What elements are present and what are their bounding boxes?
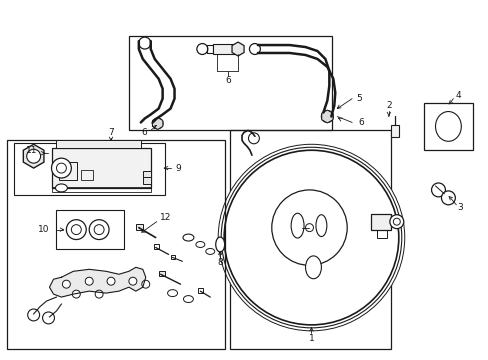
Circle shape	[152, 118, 163, 129]
Circle shape	[224, 150, 398, 325]
Bar	[170, 255, 174, 260]
Circle shape	[218, 144, 404, 331]
Bar	[51, 187, 150, 192]
Circle shape	[28, 309, 40, 321]
Bar	[230, 130, 390, 349]
Ellipse shape	[183, 296, 193, 302]
Circle shape	[221, 147, 401, 328]
Circle shape	[441, 191, 454, 205]
Ellipse shape	[315, 215, 326, 237]
Ellipse shape	[55, 184, 67, 192]
Circle shape	[42, 312, 54, 324]
Text: 1: 1	[308, 334, 314, 343]
Polygon shape	[152, 117, 163, 129]
Text: 9: 9	[175, 163, 181, 172]
Ellipse shape	[196, 242, 204, 247]
Circle shape	[94, 225, 104, 235]
Polygon shape	[232, 42, 244, 56]
Circle shape	[197, 44, 207, 54]
Bar	[423, 103, 472, 150]
Text: 6: 6	[141, 128, 146, 137]
Polygon shape	[49, 267, 145, 297]
Bar	[56, 210, 123, 249]
Bar	[153, 244, 158, 249]
Circle shape	[51, 158, 71, 178]
Circle shape	[95, 290, 103, 298]
Bar	[390, 125, 398, 137]
Text: 6: 6	[225, 76, 230, 85]
Circle shape	[248, 133, 259, 144]
Bar	[158, 271, 164, 276]
Bar	[213, 44, 235, 54]
Bar	[51, 148, 150, 188]
Circle shape	[321, 111, 333, 122]
Circle shape	[66, 220, 86, 239]
Ellipse shape	[290, 213, 304, 238]
Circle shape	[389, 215, 403, 229]
Bar	[198, 288, 203, 293]
Circle shape	[71, 225, 81, 235]
Text: 6: 6	[358, 118, 363, 127]
Bar	[14, 143, 164, 195]
Circle shape	[139, 37, 150, 49]
Circle shape	[305, 224, 313, 231]
Circle shape	[89, 220, 109, 239]
Text: 3: 3	[456, 203, 462, 212]
Text: 10: 10	[38, 225, 49, 234]
Bar	[81, 170, 93, 180]
Circle shape	[129, 277, 137, 285]
Circle shape	[107, 277, 115, 285]
Circle shape	[27, 149, 41, 163]
Text: 7: 7	[108, 128, 114, 137]
Ellipse shape	[305, 256, 321, 279]
Circle shape	[56, 163, 66, 173]
Ellipse shape	[435, 112, 460, 141]
Ellipse shape	[167, 290, 177, 297]
Bar	[142, 171, 150, 178]
Circle shape	[85, 277, 93, 285]
Ellipse shape	[205, 248, 214, 255]
Bar	[370, 214, 390, 230]
Circle shape	[431, 183, 445, 197]
Bar	[60, 162, 77, 180]
Circle shape	[249, 44, 260, 54]
Text: 5: 5	[355, 94, 361, 103]
Circle shape	[392, 218, 400, 225]
Polygon shape	[23, 144, 44, 168]
Text: 12: 12	[160, 213, 171, 222]
Circle shape	[142, 280, 149, 288]
Circle shape	[72, 290, 80, 298]
Ellipse shape	[215, 237, 224, 252]
Text: 4: 4	[455, 91, 460, 100]
Bar	[376, 230, 386, 238]
Circle shape	[271, 190, 346, 265]
Ellipse shape	[183, 234, 194, 241]
Bar	[142, 177, 150, 184]
Polygon shape	[321, 110, 332, 123]
Bar	[56, 140, 141, 148]
Bar	[136, 224, 142, 230]
Bar	[129, 36, 332, 130]
Bar	[207, 45, 213, 53]
Text: 8: 8	[217, 258, 223, 267]
Bar	[7, 140, 224, 349]
Circle shape	[62, 280, 70, 288]
Text: 11: 11	[26, 146, 37, 155]
Text: 2: 2	[385, 101, 391, 110]
